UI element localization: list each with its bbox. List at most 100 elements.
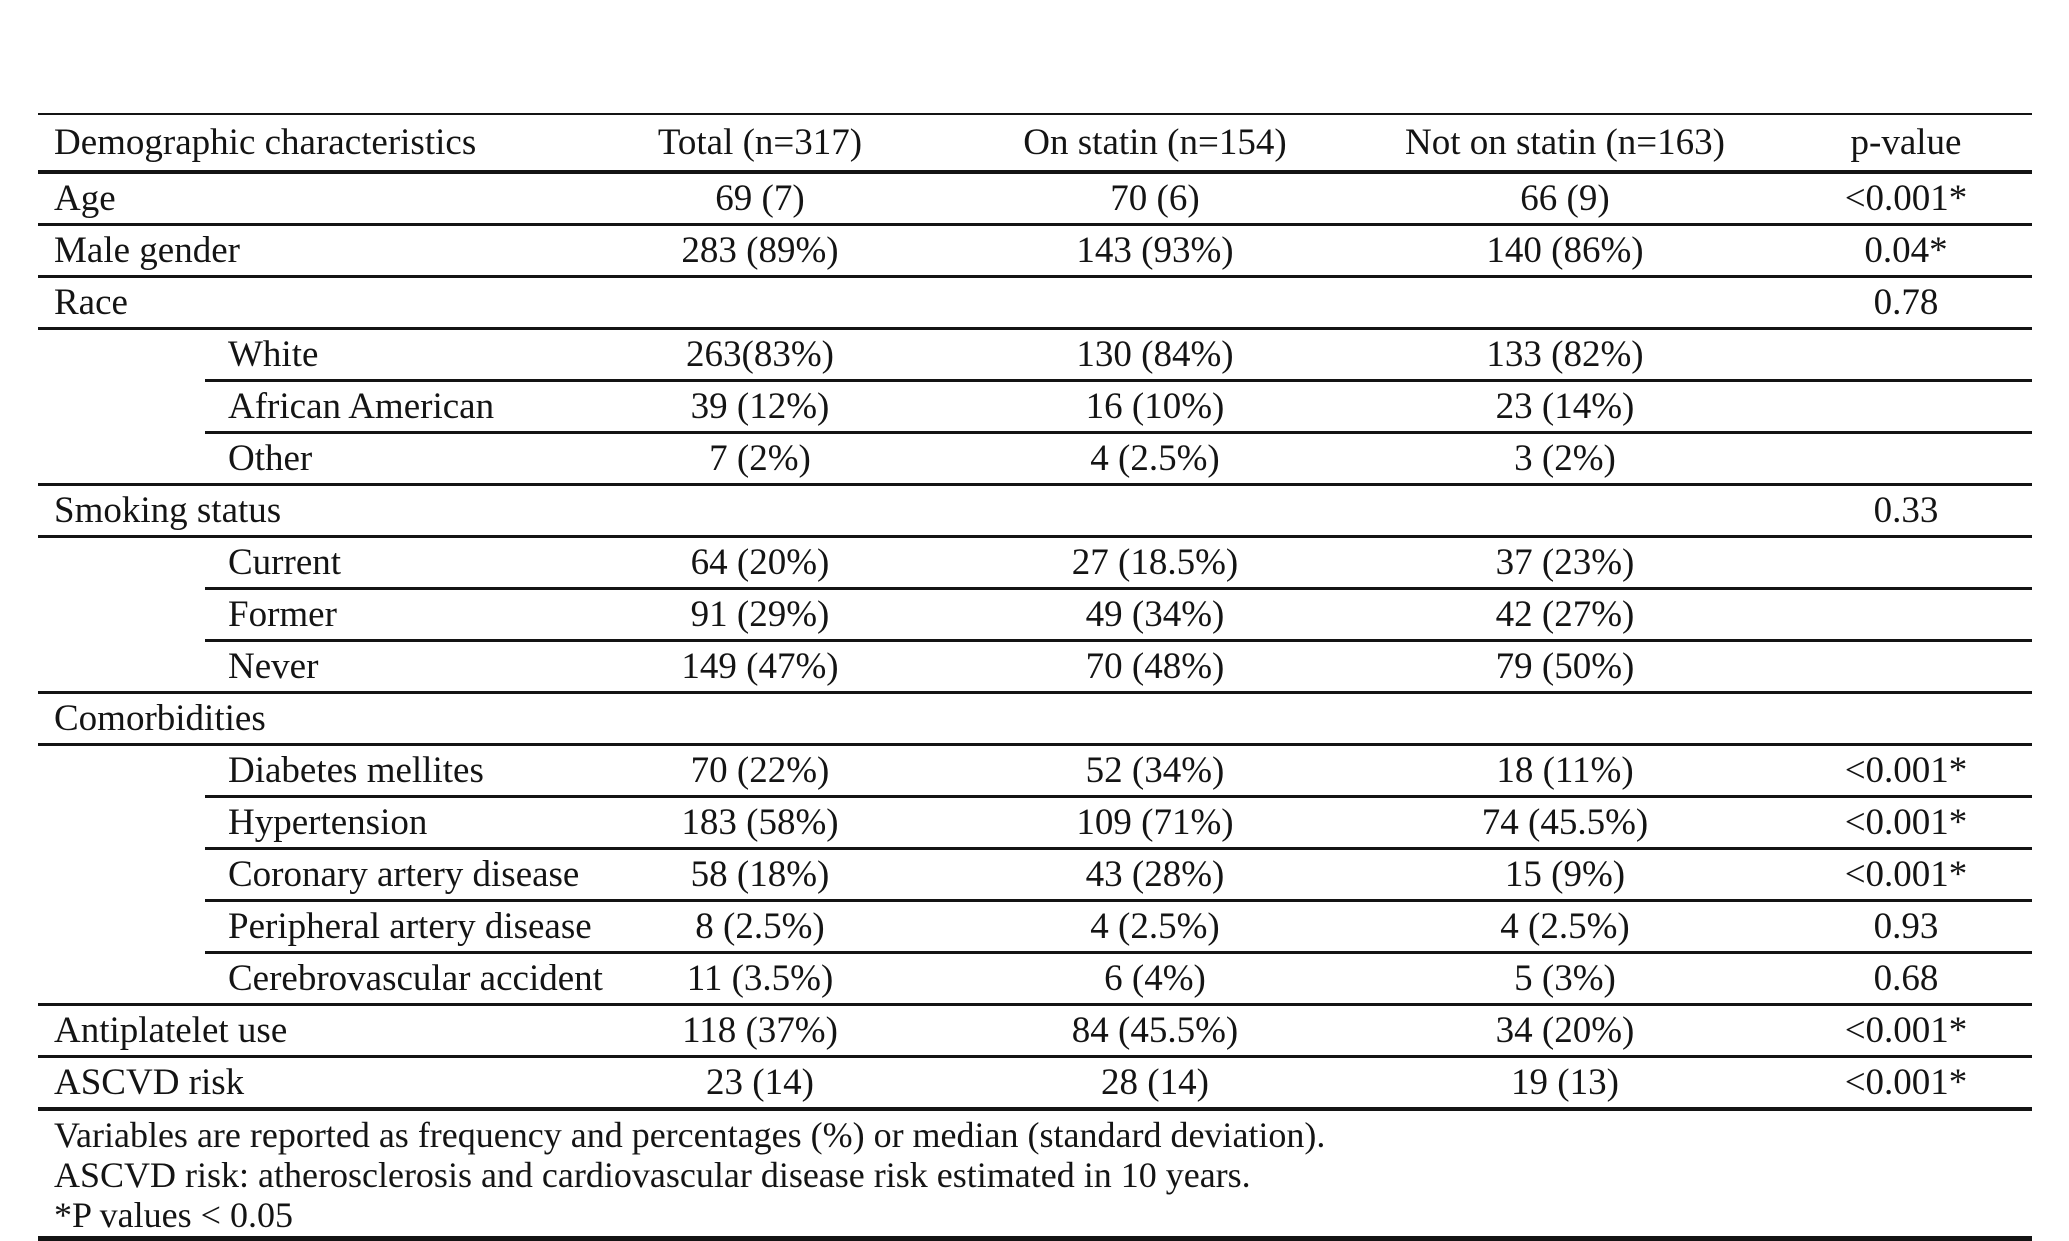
total-value: 8 (2.5%)	[695, 906, 825, 947]
table-row: Male gender 283 (89%) 143 (93%) 140 (86%) 0.…	[38, 226, 2032, 275]
footnote: Variables are reported as frequency and …	[54, 1115, 1326, 1155]
total-value: 149 (47%)	[681, 646, 839, 687]
total-value: 39 (12%)	[690, 386, 830, 427]
row-label: Male gender	[54, 230, 240, 271]
row-separator	[205, 899, 2032, 902]
row-separator	[38, 1055, 2032, 1058]
row-label: Other	[228, 438, 313, 479]
row-separator	[205, 639, 2032, 642]
p-value: 0.78	[1873, 282, 1939, 323]
row-separator	[38, 1003, 2032, 1006]
total-value: 70 (22%)	[690, 750, 830, 791]
table-row: Age 69 (7) 70 (6) 66 (9) <0.001*	[38, 174, 2032, 223]
row-label: Current	[228, 542, 342, 583]
not-on-statin-value: 19 (13)	[1511, 1062, 1619, 1103]
row-separator	[205, 379, 2032, 382]
p-value: 0.33	[1873, 490, 1939, 531]
p-value: 0.04*	[1864, 230, 1948, 271]
table-row: Antiplatelet use 118 (37%) 84 (45.5%) 34 (2…	[38, 1006, 2032, 1055]
total-value: 11 (3.5%)	[686, 958, 834, 999]
p-value: <0.001*	[1844, 854, 1968, 895]
table-row: Other 7 (2%) 4 (2.5%) 3 (2%)	[38, 434, 2032, 483]
table-row: Comorbidities	[38, 694, 2032, 743]
total-value: 69 (7)	[715, 178, 805, 219]
table-row: Diabetes mellites 70 (22%) 52 (34%) 18 (11%…	[38, 746, 2032, 795]
total-value: 23 (14)	[706, 1062, 814, 1103]
demographics-table: Demographic characteristics Total (n=317)…	[38, 113, 2032, 1241]
row-label: Coronary artery disease	[228, 854, 580, 895]
row-label: Antiplatelet use	[54, 1010, 288, 1051]
row-separator	[38, 535, 2032, 538]
row-label: Cerebrovascular accident	[228, 958, 603, 999]
p-value: 0.68	[1873, 958, 1939, 999]
total-value: 183 (58%)	[681, 802, 839, 843]
row-label: Former	[228, 594, 337, 635]
row-label: Hypertension	[228, 802, 428, 843]
row-label: African American	[228, 386, 495, 427]
table-row: Former 91 (29%) 49 (34%) 42 (27%)	[38, 590, 2032, 639]
footnotes: Variables are reported as frequency and …	[38, 1111, 2032, 1235]
p-value: <0.001*	[1844, 1062, 1968, 1103]
table-row: Hypertension 183 (58%) 109 (71%) 74 (45.5%)…	[38, 798, 2032, 847]
header-separator	[38, 170, 2032, 174]
column-header-not-on-statin: Not on statin (n=163)	[1405, 122, 1725, 163]
row-separator	[38, 1107, 2032, 1111]
not-on-statin-value: 133 (82%)	[1486, 334, 1644, 375]
row-label: Peripheral artery disease	[228, 906, 592, 947]
table-row: Cerebrovascular accident 11 (3.5%) 6 (4%) 5…	[38, 954, 2032, 1003]
not-on-statin-value: 15 (9%)	[1504, 854, 1626, 895]
row-separator	[38, 223, 2032, 226]
row-label: Race	[54, 282, 128, 323]
not-on-statin-value: 18 (11%)	[1496, 750, 1634, 791]
row-separator	[38, 483, 2032, 486]
row-separator	[205, 795, 2032, 798]
table-row: Coronary artery disease 58 (18%) 43 (28%) 1…	[38, 850, 2032, 899]
table-header-row: Demographic characteristics Total (n=317)…	[38, 115, 2032, 170]
on-statin-value: 70 (48%)	[1085, 646, 1225, 687]
total-value: 283 (89%)	[681, 230, 839, 271]
not-on-statin-value: 4 (2.5%)	[1500, 906, 1630, 947]
row-separator	[38, 743, 2032, 746]
table-body: Age 69 (7) 70 (6) 66 (9) <0.001* Male gender 2…	[38, 174, 2032, 1111]
row-label: ASCVD risk	[54, 1062, 245, 1103]
not-on-statin-value: 5 (3%)	[1514, 958, 1616, 999]
row-label: Smoking status	[54, 490, 282, 531]
on-statin-value: 6 (4%)	[1104, 958, 1206, 999]
table-row: Peripheral artery disease 8 (2.5%) 4 (2.5%…	[38, 902, 2032, 951]
on-statin-value: 52 (34%)	[1085, 750, 1225, 791]
p-value: <0.001*	[1844, 802, 1968, 843]
not-on-statin-value: 34 (20%)	[1495, 1010, 1635, 1051]
row-label: Diabetes mellites	[228, 750, 484, 791]
total-value: 58 (18%)	[690, 854, 830, 895]
not-on-statin-value: 23 (14%)	[1495, 386, 1635, 427]
column-header-on-statin: On statin (n=154)	[1023, 122, 1287, 163]
column-header-p-value: p-value	[1850, 122, 1962, 163]
total-value: 118 (37%)	[682, 1010, 838, 1051]
total-value: 64 (20%)	[690, 542, 830, 583]
row-separator	[38, 691, 2032, 694]
table-row: White 263(83%) 130 (84%) 133 (82%)	[38, 330, 2032, 379]
on-statin-value: 28 (14)	[1101, 1062, 1209, 1103]
footnote: *P values < 0.05	[54, 1195, 293, 1235]
table-row: Smoking status 0.33	[38, 486, 2032, 535]
on-statin-value: 70 (6)	[1110, 178, 1200, 219]
row-label: Age	[54, 178, 116, 219]
p-value: <0.001*	[1844, 1010, 1968, 1051]
on-statin-value: 27 (18.5%)	[1071, 542, 1239, 583]
on-statin-value: 43 (28%)	[1085, 854, 1225, 895]
table-row: Race 0.78	[38, 278, 2032, 327]
row-separator	[205, 951, 2032, 954]
total-value: 7 (2%)	[709, 438, 811, 479]
not-on-statin-value: 3 (2%)	[1514, 438, 1616, 479]
row-label: Never	[228, 646, 319, 687]
on-statin-value: 16 (10%)	[1085, 386, 1225, 427]
row-separator	[205, 847, 2032, 850]
not-on-statin-value: 79 (50%)	[1495, 646, 1635, 687]
column-header-total: Total (n=317)	[657, 122, 863, 163]
on-statin-value: 49 (34%)	[1085, 594, 1225, 635]
p-value: 0.93	[1873, 906, 1939, 947]
p-value: <0.001*	[1844, 750, 1968, 791]
on-statin-value: 143 (93%)	[1076, 230, 1234, 271]
row-separator	[38, 275, 2032, 278]
